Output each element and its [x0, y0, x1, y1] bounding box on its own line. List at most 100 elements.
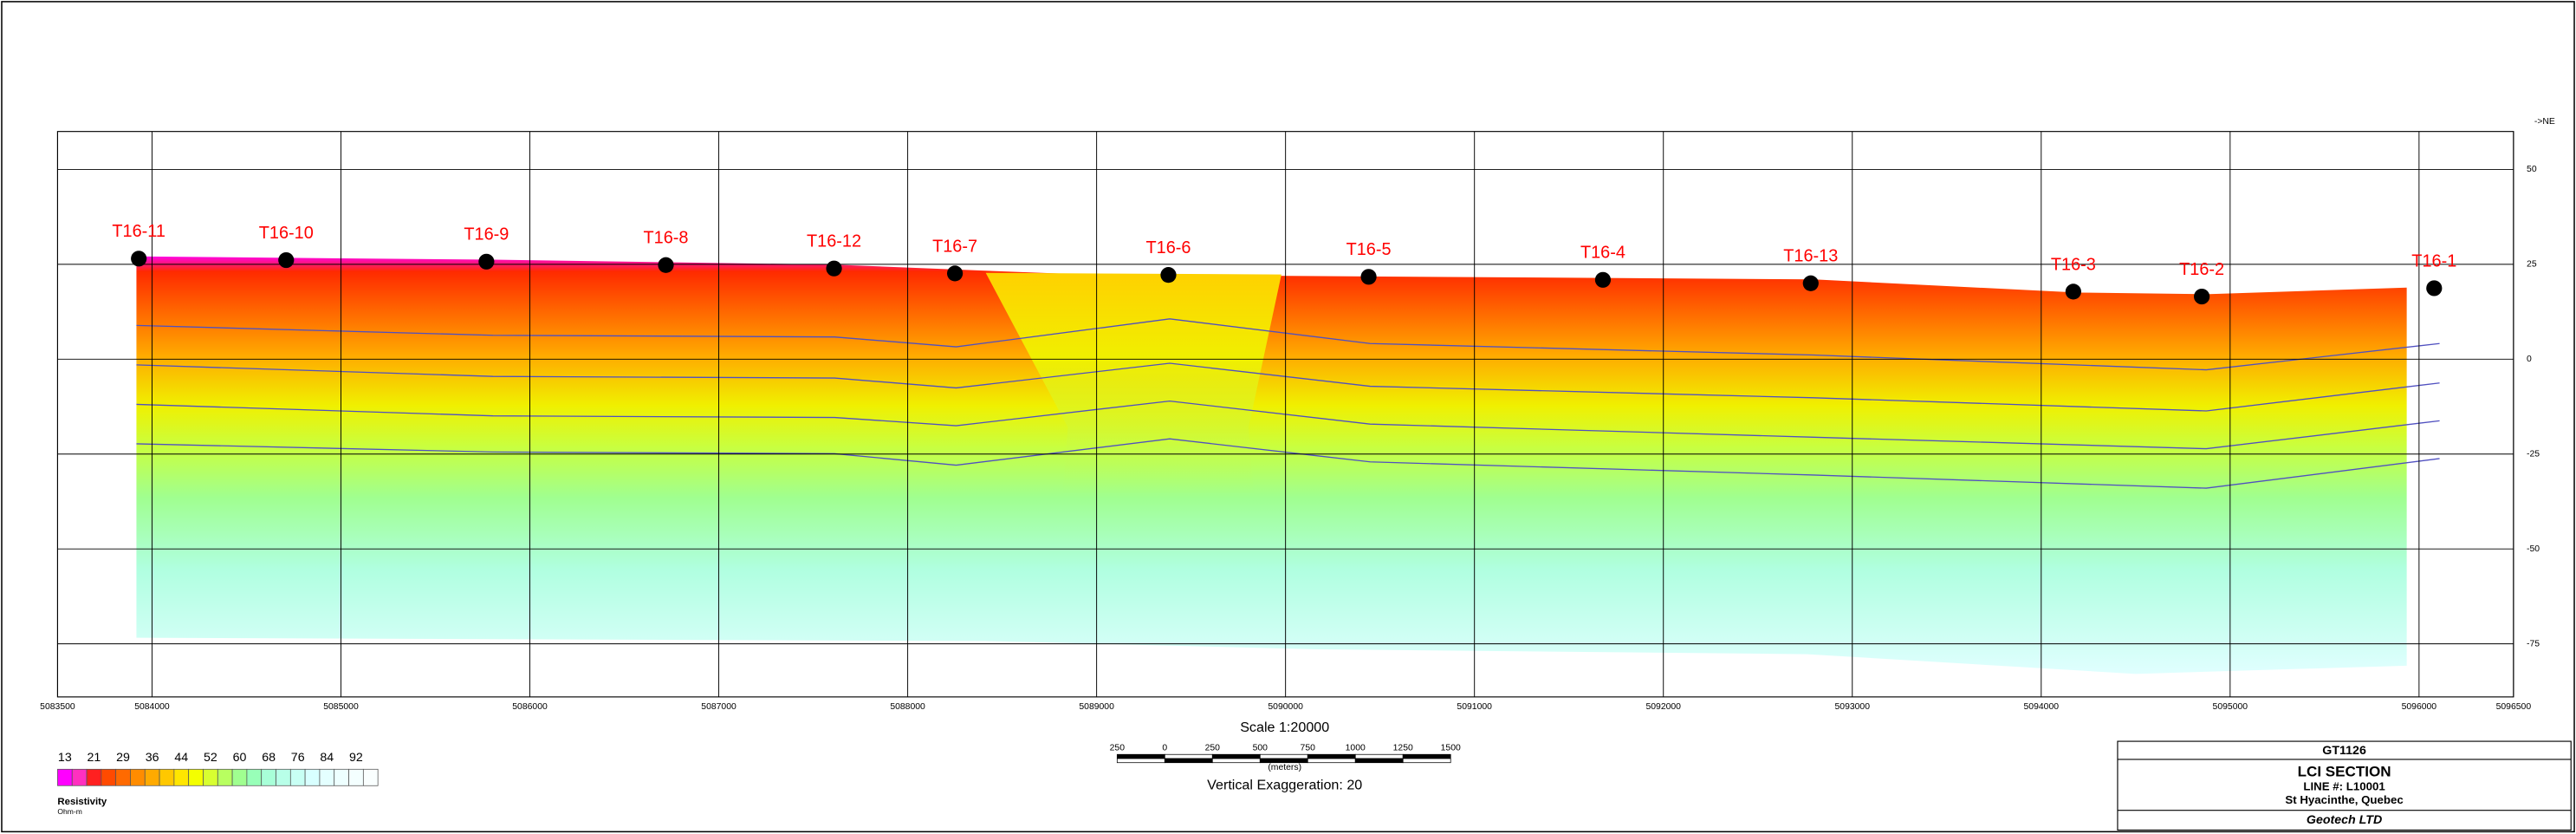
legend-swatch: [246, 768, 263, 786]
y-tick-label: -50: [2527, 544, 2540, 554]
legend-tick-label: 44: [174, 751, 188, 765]
legend-tick-label: 92: [349, 751, 363, 765]
x-tick-label: 5090000: [1268, 702, 1303, 712]
scale-label: 250: [1110, 743, 1126, 753]
legend-swatch: [304, 768, 321, 786]
legend-tick-label: 29: [116, 751, 130, 765]
station-label: T16-6: [1145, 238, 1191, 257]
station-label: T16-13: [1783, 247, 1838, 266]
scale-segment: [1354, 753, 1404, 759]
exaggeration: Vertical Exaggeration: 20: [1207, 778, 1362, 793]
scale-segment: [1164, 758, 1213, 764]
legend-swatch: [231, 768, 248, 786]
x-tick-label: 5096500: [2496, 702, 2532, 712]
legend-tick-label: 68: [262, 751, 276, 765]
legend-swatch: [276, 768, 291, 786]
x-tick-label: 5096000: [2402, 702, 2437, 712]
legend-swatch: [261, 768, 276, 786]
x-tick-label: 5088000: [890, 702, 925, 712]
line-number: LINE #: L10001: [2303, 780, 2385, 793]
x-tick-label: 5093000: [1834, 702, 1870, 712]
title-block: GT1126 LCI SECTION LINE #: L10001 St Hya…: [2117, 740, 2572, 831]
station-label: T16-10: [259, 224, 314, 243]
y-tick-label: 25: [2527, 260, 2537, 270]
station-label: T16-11: [112, 222, 165, 241]
station: [2065, 283, 2081, 300]
scale-label: 500: [1253, 743, 1269, 753]
y-tick-label: 0: [2527, 355, 2532, 364]
station-label: T16-2: [2179, 260, 2224, 279]
company: Geotech LTD: [2307, 813, 2382, 827]
station-label: T16-8: [644, 229, 689, 248]
station-label: T16-4: [1580, 244, 1625, 263]
scale-segment: [1116, 753, 1165, 759]
legend-swatch: [217, 768, 233, 786]
legend-swatch: [57, 768, 73, 786]
y-tick-label: -75: [2527, 639, 2540, 648]
station: [478, 253, 495, 270]
legend-swatch: [159, 768, 175, 786]
station: [2194, 288, 2210, 305]
scale-segment: [1354, 758, 1404, 764]
x-tick-label: 5087000: [701, 702, 736, 712]
scale-segment: [1116, 758, 1165, 764]
legend-units: Ohm-m: [57, 807, 81, 816]
scale-label: 1000: [1346, 743, 1366, 753]
legend-swatch: [348, 768, 364, 786]
scale-label: 250: [1205, 743, 1221, 753]
legend-tick-label: 84: [320, 751, 334, 765]
legend-tick-label: 13: [58, 751, 72, 765]
legend-swatch: [319, 768, 335, 786]
legend-swatch: [203, 768, 218, 786]
x-tick-label: 5095000: [2213, 702, 2248, 712]
x-tick-label: 5083500: [40, 702, 75, 712]
station: [1360, 269, 1377, 285]
legend-tick-label: 52: [204, 751, 217, 765]
station: [826, 260, 842, 277]
scale-segment: [1402, 758, 1451, 764]
scale-label: 0: [1162, 743, 1167, 753]
resistivity-section: [136, 256, 2407, 674]
legend-swatch: [115, 768, 131, 786]
scale-segment: [1307, 758, 1356, 764]
station-label: T16-1: [2411, 251, 2456, 270]
station: [1802, 275, 1819, 291]
legend-tick-label: 76: [291, 751, 305, 765]
project-id: GT1126: [2322, 744, 2366, 758]
legend-tick-label: 21: [88, 751, 101, 765]
legend-swatch: [188, 768, 204, 786]
legend-swatch: [144, 768, 160, 786]
scale-units: (meters): [1268, 763, 1301, 772]
y-tick-label: -25: [2527, 449, 2540, 459]
scale-segment: [1211, 753, 1261, 759]
scale-label: 750: [1301, 743, 1316, 753]
station-label: T16-7: [932, 237, 977, 256]
scale-segment: [1402, 753, 1451, 759]
x-tick-label: 5086000: [512, 702, 548, 712]
station: [1160, 267, 1177, 283]
scale-segment: [1259, 758, 1308, 764]
legend-tick-label: 60: [233, 751, 247, 765]
scale-title: Scale 1:20000: [1240, 720, 1329, 735]
y-tick-label: 50: [2527, 165, 2537, 174]
legend-swatch: [362, 768, 379, 786]
section-title: LCI SECTION: [2298, 764, 2391, 780]
legend-swatch: [289, 768, 306, 786]
location: St Hyacinthe, Quebec: [2285, 793, 2403, 806]
x-tick-label: 5084000: [134, 702, 170, 712]
legend-swatch: [130, 768, 146, 786]
legend-swatch: [173, 768, 190, 786]
x-tick-label: 5089000: [1079, 702, 1114, 712]
scale-segment: [1259, 753, 1308, 759]
x-tick-label: 5085000: [323, 702, 359, 712]
title-box: [2117, 740, 2572, 831]
legend-title: Resistivity: [57, 797, 107, 807]
station-label: T16-9: [464, 225, 509, 244]
legend-swatch: [86, 768, 102, 786]
x-tick-label: 5094000: [2024, 702, 2060, 712]
station-label: T16-3: [2051, 255, 2096, 274]
scale-segment: [1164, 753, 1213, 759]
